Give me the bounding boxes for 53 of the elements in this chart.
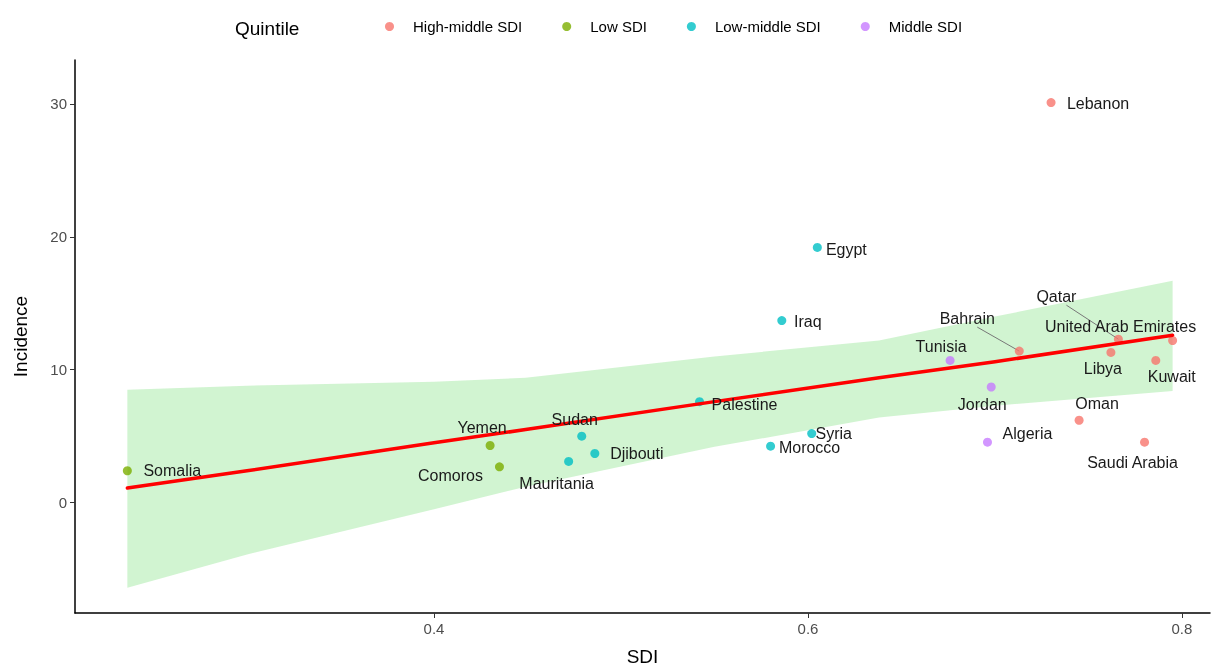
annotation: Mauritania	[519, 474, 595, 492]
point	[807, 429, 817, 439]
annotation: Egypt	[825, 240, 868, 258]
point	[945, 355, 955, 365]
annotation: Libya	[1083, 359, 1123, 377]
point	[122, 466, 132, 476]
point	[1151, 355, 1161, 365]
annotation: Bahrain	[939, 309, 995, 327]
point	[590, 448, 600, 458]
annotation: Algeria	[1002, 424, 1053, 442]
point	[1140, 437, 1150, 447]
x-tick-label: 0.4	[423, 620, 445, 637]
point	[1014, 346, 1024, 356]
annotation: Saudi Arabia	[1087, 453, 1179, 471]
point	[1168, 335, 1178, 345]
x-tick-label: 0.6	[797, 620, 819, 637]
y-axis-title: Incidence	[10, 295, 31, 378]
legend-label: Middle SDI	[888, 18, 963, 35]
annotation: Lebanon	[1066, 95, 1130, 113]
point	[777, 316, 787, 326]
annotation: Djibouti	[610, 444, 664, 462]
legend-label: Low-middle SDI	[714, 18, 821, 35]
point	[986, 382, 996, 392]
legend-title: Quintile	[235, 18, 300, 39]
point	[766, 441, 776, 451]
annotation: Oman	[1075, 394, 1119, 412]
annotation: Comoros	[418, 467, 483, 485]
y-tick-label: 20	[50, 228, 67, 246]
x-tick-label: 0.8	[1171, 620, 1193, 637]
x-axis-title: SDI	[626, 646, 659, 667]
y-tick-label: 0	[58, 494, 67, 512]
legend-label: High-middle SDI	[413, 18, 523, 35]
annotation: United Arab Emirates	[1045, 317, 1197, 335]
legend-label: Low SDI	[590, 18, 647, 35]
point	[1074, 415, 1084, 425]
point	[494, 462, 504, 472]
point	[812, 242, 822, 252]
annotation: Yemen	[457, 419, 507, 436]
point	[564, 456, 574, 466]
annotation: Tunisia	[915, 337, 967, 355]
annotation: Kuwait	[1147, 367, 1197, 385]
annotation: Qatar	[1036, 287, 1078, 305]
y-tick-label: 10	[50, 361, 67, 379]
annotation: Palestine	[711, 396, 778, 414]
point	[983, 437, 992, 447]
annotation: Jordan	[957, 395, 1007, 413]
annotation: Somalia	[143, 462, 202, 480]
point	[485, 441, 495, 450]
point	[577, 431, 587, 441]
point	[1106, 347, 1116, 357]
y-tick-label: 30	[50, 95, 67, 113]
point	[1046, 98, 1056, 108]
annotation: Iraq	[794, 313, 822, 331]
